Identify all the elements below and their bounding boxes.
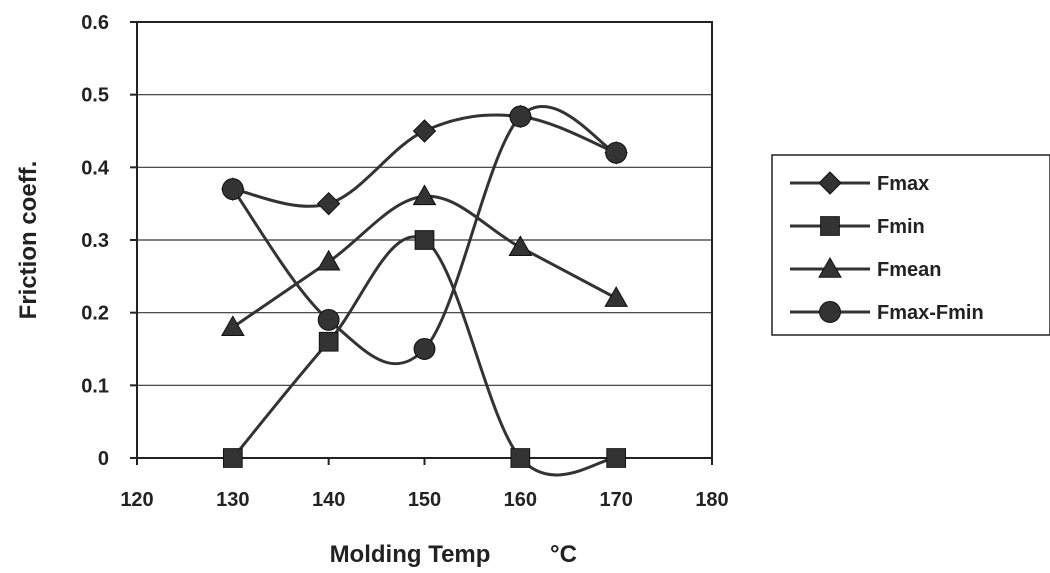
data-point-fmax: [316, 191, 341, 216]
y-tick-label: 0.4: [81, 157, 110, 179]
y-axis-title: Friction coeff.: [15, 161, 42, 320]
data-point-fmax-fmin: [221, 178, 244, 201]
y-tick-label: 0.6: [81, 12, 109, 34]
legend-marker-fmean: [818, 256, 842, 278]
data-point-fmax-fmin: [509, 105, 532, 128]
data-point-fmax-fmin: [317, 308, 340, 331]
x-axis-unit: °C: [550, 541, 577, 568]
series-markers: [220, 104, 629, 468]
y-tick-label: 0: [98, 448, 109, 470]
y-tick-label: 0.3: [81, 230, 109, 252]
x-tick-label: 140: [312, 489, 345, 511]
y-tick-label: 0.1: [81, 375, 109, 397]
legend-marker-fmax: [818, 171, 842, 195]
data-point-fmax-fmin: [605, 141, 628, 164]
data-point-fmean: [220, 315, 245, 336]
data-point-fmin: [222, 448, 243, 468]
data-point-fmin: [414, 230, 435, 250]
x-tick-label: 170: [599, 489, 632, 511]
series-line-fmean: [231, 194, 617, 329]
x-axis-title: Molding Temp: [330, 541, 491, 568]
series-lines: [231, 105, 617, 477]
legend: Fmax Fmin Fmean Fmax-Fmin: [771, 154, 1050, 336]
series-line-fmax-fmin: [231, 105, 617, 366]
legend-label-fmax-fmin: Fmax-Fmin: [877, 302, 984, 324]
x-tick-label: 120: [120, 489, 153, 511]
data-point-fmax-fmin: [413, 338, 436, 360]
data-point-fmean: [316, 249, 341, 271]
data-point-fmean: [412, 184, 437, 206]
y-tick-label: 0.5: [81, 85, 109, 107]
data-point-fmax: [412, 119, 437, 143]
legend-label-fmax: Fmax: [877, 173, 929, 195]
x-axis-ticks: 120 130 140 150 160 170 180: [120, 458, 729, 511]
data-point-fmean: [508, 235, 533, 257]
x-tick-label: 160: [504, 489, 537, 511]
y-axis-ticks: 0 0.1 0.2 0.3 0.4 0.5 0.6: [81, 12, 137, 470]
data-point-fmin: [510, 448, 531, 468]
legend-marker-fmin: [820, 216, 840, 236]
data-point-fmin: [318, 331, 339, 352]
legend-label-fmean: Fmean: [877, 259, 941, 281]
x-tick-label: 180: [695, 489, 728, 511]
x-tick-label: 150: [408, 489, 441, 511]
y-tick-label: 0.2: [81, 303, 109, 325]
data-point-fmin: [606, 448, 627, 468]
legend-box: [771, 154, 1050, 336]
legend-marker-fmax-fmin: [819, 301, 841, 323]
x-tick-label: 130: [216, 489, 249, 511]
data-point-fmean: [604, 286, 629, 307]
legend-label-fmin: Fmin: [877, 216, 925, 238]
